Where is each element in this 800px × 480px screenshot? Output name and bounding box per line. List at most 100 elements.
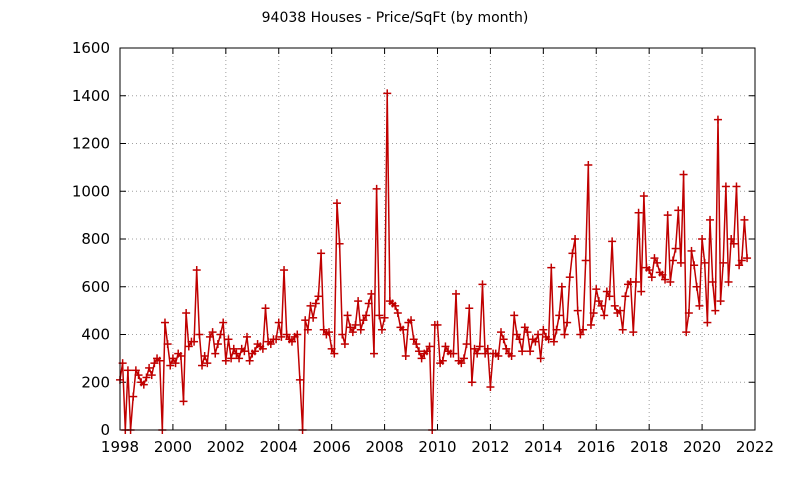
data-point bbox=[412, 340, 421, 349]
data-point bbox=[227, 354, 236, 363]
y-tick-label: 1600 bbox=[72, 39, 110, 57]
data-point bbox=[536, 354, 545, 363]
data-point bbox=[258, 344, 267, 353]
data-point bbox=[518, 347, 527, 356]
data-point bbox=[182, 309, 191, 318]
grid-lines bbox=[120, 48, 755, 430]
data-point bbox=[600, 311, 609, 320]
data-point bbox=[478, 280, 487, 289]
data-point bbox=[679, 170, 688, 179]
data-point bbox=[475, 342, 484, 351]
data-point bbox=[391, 301, 400, 310]
data-point bbox=[295, 375, 304, 384]
data-point bbox=[512, 330, 521, 339]
data-point bbox=[497, 328, 505, 337]
data-point bbox=[306, 301, 315, 310]
data-point bbox=[668, 256, 677, 265]
data-point bbox=[314, 292, 323, 301]
data-point bbox=[179, 397, 188, 406]
data-point bbox=[579, 325, 588, 334]
y-tick-label: 800 bbox=[81, 230, 110, 248]
data-point bbox=[287, 337, 296, 346]
data-point bbox=[370, 349, 378, 358]
y-tick-label: 200 bbox=[81, 373, 110, 391]
x-tick-label: 2016 bbox=[577, 438, 615, 456]
data-point bbox=[198, 361, 207, 370]
data-point bbox=[483, 344, 492, 353]
data-point bbox=[216, 330, 225, 339]
data-point bbox=[639, 192, 648, 201]
data-point bbox=[719, 258, 728, 267]
data-point bbox=[743, 254, 752, 263]
x-tick-label: 2008 bbox=[365, 438, 403, 456]
data-point bbox=[338, 330, 347, 339]
data-point bbox=[698, 235, 707, 243]
data-point bbox=[147, 371, 156, 380]
data-point bbox=[272, 335, 281, 344]
data-point bbox=[383, 89, 392, 98]
data-point bbox=[502, 344, 511, 353]
data-point bbox=[650, 254, 659, 263]
x-tick-label: 2018 bbox=[630, 438, 668, 456]
data-point bbox=[507, 351, 516, 360]
plot-frame bbox=[119, 47, 756, 431]
data-point bbox=[380, 313, 389, 322]
data-point bbox=[523, 328, 532, 337]
data-point bbox=[364, 299, 373, 308]
data-point bbox=[377, 325, 386, 334]
data-point bbox=[706, 215, 715, 224]
data-point bbox=[621, 292, 630, 301]
data-point bbox=[129, 392, 138, 401]
data-point bbox=[362, 311, 371, 320]
data-point bbox=[245, 356, 254, 365]
data-point bbox=[452, 289, 461, 298]
series-layer bbox=[116, 89, 752, 434]
data-point bbox=[401, 351, 410, 360]
data-point bbox=[205, 332, 214, 341]
data-point bbox=[608, 237, 617, 246]
data-point bbox=[549, 337, 558, 346]
data-point bbox=[354, 297, 363, 306]
data-point bbox=[184, 342, 193, 351]
data-point bbox=[510, 311, 519, 320]
data-point bbox=[168, 354, 177, 363]
data-point bbox=[367, 289, 376, 298]
data-point bbox=[531, 337, 540, 346]
data-point bbox=[433, 320, 442, 329]
data-point bbox=[499, 335, 508, 344]
x-tick-label: 2010 bbox=[418, 438, 456, 456]
data-point bbox=[565, 273, 574, 282]
data-point bbox=[211, 349, 220, 358]
data-point bbox=[195, 330, 204, 339]
data-point bbox=[293, 330, 302, 339]
data-point bbox=[425, 342, 434, 351]
data-point bbox=[261, 304, 270, 313]
data-point bbox=[687, 246, 696, 255]
y-tick-label: 600 bbox=[81, 278, 110, 296]
data-point bbox=[190, 337, 199, 346]
data-point bbox=[592, 285, 601, 294]
data-point bbox=[351, 320, 360, 329]
data-point bbox=[150, 359, 159, 368]
data-point bbox=[682, 328, 691, 337]
x-tick-label: 2004 bbox=[260, 438, 298, 456]
x-tick-label: 2000 bbox=[154, 438, 192, 456]
data-point bbox=[399, 325, 408, 334]
data-point bbox=[219, 318, 228, 327]
data-point bbox=[229, 344, 238, 353]
data-point bbox=[171, 359, 180, 368]
data-point bbox=[586, 320, 595, 329]
data-point bbox=[123, 366, 132, 375]
x-tick-label: 2012 bbox=[471, 438, 509, 456]
data-point bbox=[221, 356, 230, 365]
data-point bbox=[576, 330, 585, 339]
data-point bbox=[520, 323, 529, 332]
data-point bbox=[563, 318, 572, 327]
data-point bbox=[441, 342, 450, 351]
data-point bbox=[713, 115, 722, 124]
data-point bbox=[393, 309, 402, 318]
data-point bbox=[414, 347, 423, 356]
data-point bbox=[280, 266, 289, 275]
chart-title: 94038 Houses - Price/SqFt (by month) bbox=[262, 10, 529, 26]
data-point bbox=[494, 351, 503, 360]
